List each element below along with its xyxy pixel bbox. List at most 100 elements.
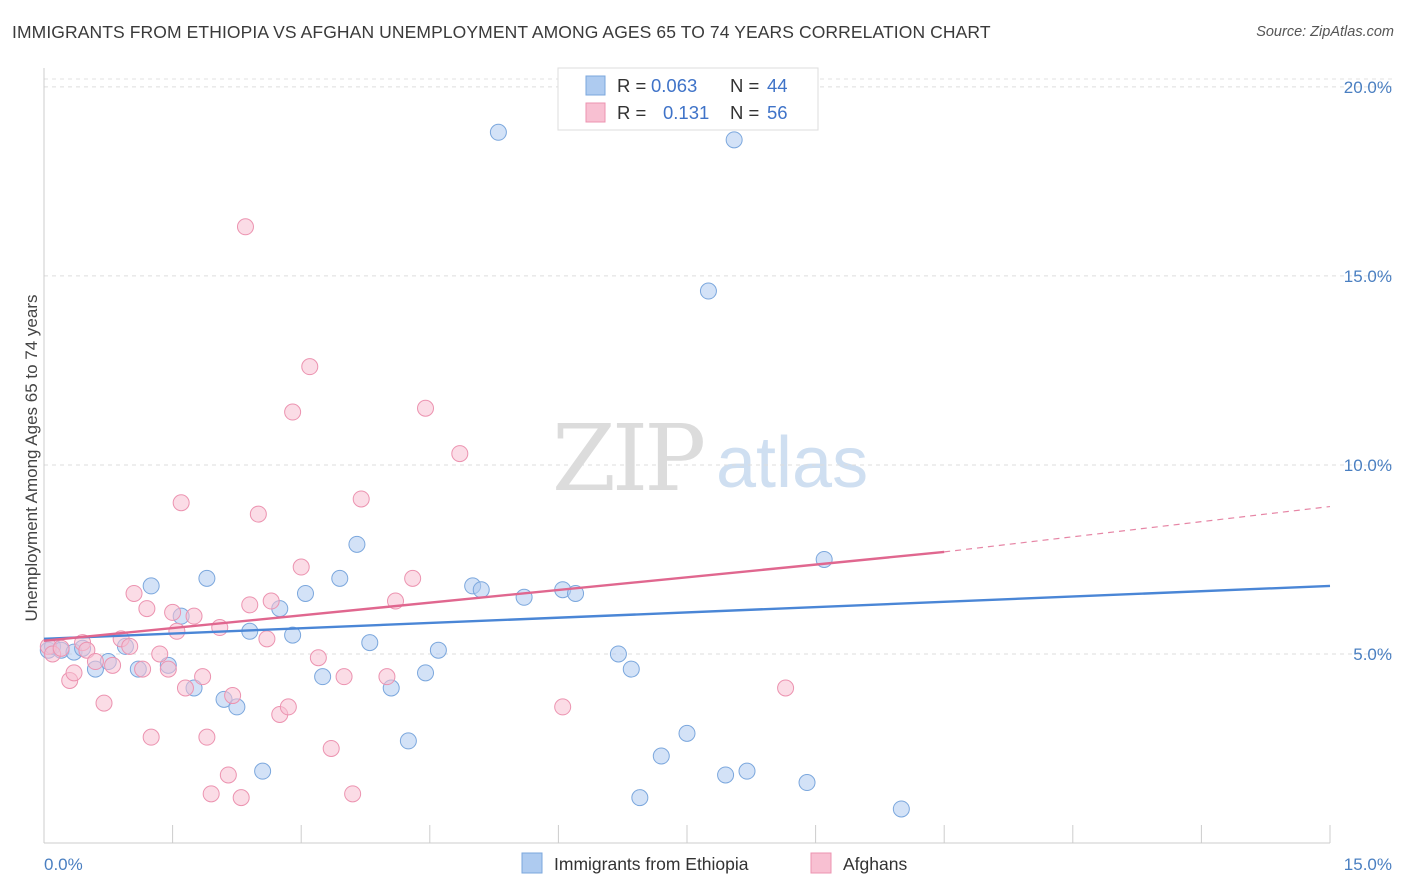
point-afghans: [86, 653, 104, 671]
point-ethiopia: [892, 800, 910, 818]
bottom-legend: Immigrants from Ethiopia Afghans: [521, 852, 907, 874]
x-tick-label-min: 0.0%: [44, 855, 83, 874]
point-afghans: [352, 490, 370, 508]
point-ethiopia: [417, 664, 435, 682]
point-afghans: [378, 668, 396, 686]
bottom-legend-label-afghans: Afghans: [843, 854, 907, 874]
chart-title: IMMIGRANTS FROM ETHIOPIA VS AFGHAN UNEMP…: [12, 22, 991, 42]
legend-r-label-ethiopia: R =: [617, 75, 646, 96]
data-points: [39, 123, 910, 818]
point-afghans: [168, 622, 186, 640]
point-afghans: [451, 445, 469, 463]
bottom-legend-swatch-ethiopia: [521, 852, 543, 874]
point-ethiopia: [314, 668, 332, 686]
legend-swatch-ethiopia: [585, 75, 606, 96]
point-afghans: [142, 728, 160, 746]
point-ethiopia: [348, 535, 366, 553]
point-afghans: [279, 698, 297, 716]
point-afghans: [241, 596, 259, 614]
point-ethiopia: [472, 581, 490, 599]
legend-n-label-afghans: N =: [730, 102, 759, 123]
y-tick-label-15: 15.0%: [1344, 267, 1392, 286]
point-afghans: [164, 603, 182, 621]
point-ethiopia: [652, 747, 670, 765]
point-afghans: [292, 558, 310, 576]
point-afghans: [232, 789, 250, 807]
point-afghans: [121, 637, 139, 655]
point-afghans: [138, 600, 156, 618]
watermark-zip: ZIP: [552, 405, 703, 512]
point-afghans: [194, 668, 212, 686]
point-ethiopia: [798, 774, 816, 792]
point-afghans: [159, 660, 177, 678]
point-ethiopia: [198, 569, 216, 587]
gridlines: [44, 78, 1392, 655]
bottom-legend-swatch-afghans: [810, 852, 832, 874]
point-afghans: [404, 569, 422, 587]
point-afghans: [249, 505, 267, 523]
y-tick-label-20: 20.0%: [1344, 78, 1392, 97]
point-afghans: [185, 607, 203, 625]
y-tick-label-5: 5.0%: [1353, 645, 1392, 664]
point-afghans: [344, 785, 362, 803]
bottom-legend-label-ethiopia: Immigrants from Ethiopia: [554, 854, 749, 874]
point-ethiopia: [622, 660, 640, 678]
point-ethiopia: [489, 123, 507, 141]
watermark-atlas: atlas: [716, 423, 868, 503]
point-afghans: [134, 660, 152, 678]
y-tick-label-10: 10.0%: [1344, 456, 1392, 475]
point-ethiopia: [678, 724, 696, 742]
trend-line-afghans-dashed: [944, 505, 1331, 553]
point-ethiopia: [142, 577, 160, 595]
point-afghans: [777, 679, 795, 697]
legend-r-value-ethiopia: 0.063: [651, 75, 697, 96]
legend-swatch-afghans: [585, 102, 606, 123]
point-afghans: [309, 649, 327, 667]
source-label: Source: ZipAtlas.com: [1256, 24, 1394, 40]
point-afghans: [95, 694, 113, 712]
point-afghans: [262, 592, 280, 610]
point-afghans: [151, 645, 169, 663]
point-afghans: [104, 656, 122, 674]
point-afghans: [219, 766, 237, 784]
point-afghans: [198, 728, 216, 746]
point-afghans: [335, 668, 353, 686]
point-afghans: [301, 358, 319, 376]
point-ethiopia: [738, 762, 756, 780]
point-afghans: [125, 584, 143, 602]
point-afghans: [172, 494, 190, 512]
point-afghans: [224, 687, 242, 705]
top-legend: R = 0.063 N = 44 R = 0.131 N = 56: [557, 67, 819, 131]
legend-n-label-ethiopia: N =: [730, 75, 759, 96]
legend-r-value-afghans: 0.131: [663, 102, 709, 123]
point-ethiopia: [699, 282, 717, 300]
point-afghans: [65, 664, 83, 682]
legend-n-value-ethiopia: 44: [767, 75, 788, 96]
x-tick-label-max: 15.0%: [1344, 855, 1392, 874]
trend-lines: [43, 505, 1331, 642]
legend-r-label-afghans: R =: [617, 102, 646, 123]
point-afghans: [202, 785, 220, 803]
point-ethiopia: [631, 789, 649, 807]
point-ethiopia: [429, 641, 447, 659]
y-tick-labels: 5.0% 10.0% 15.0% 20.0%: [1344, 78, 1392, 664]
point-afghans: [236, 218, 254, 236]
trend-line-afghans: [43, 550, 945, 642]
point-ethiopia: [717, 766, 735, 784]
point-ethiopia: [284, 626, 302, 644]
point-afghans: [78, 641, 96, 659]
point-afghans: [258, 630, 276, 648]
point-afghans: [284, 403, 302, 421]
point-ethiopia: [361, 634, 379, 652]
point-ethiopia: [296, 584, 314, 602]
point-ethiopia: [725, 131, 743, 149]
point-afghans: [322, 739, 340, 757]
point-ethiopia: [609, 645, 627, 663]
point-afghans: [176, 679, 194, 697]
point-afghans: [417, 399, 435, 417]
trend-line-ethiopia: [43, 584, 1331, 641]
point-ethiopia: [331, 569, 349, 587]
point-afghans: [52, 639, 70, 657]
x-ticks: [43, 825, 1331, 843]
